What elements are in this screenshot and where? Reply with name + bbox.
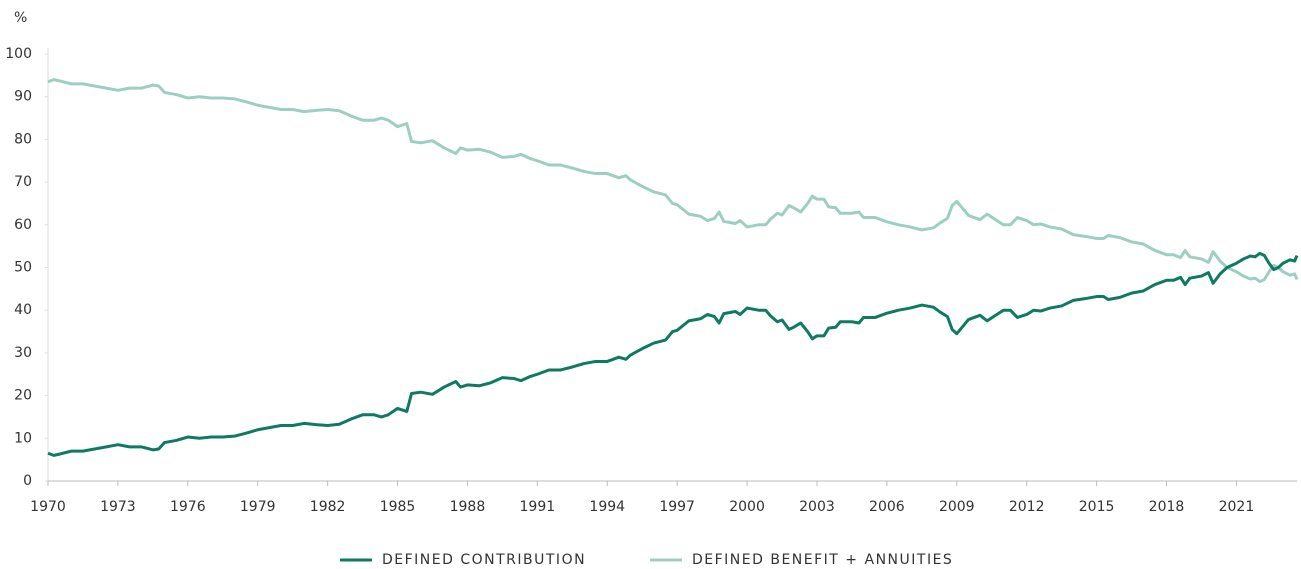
x-tick-label: 2018: [1149, 499, 1185, 515]
x-tick-label: 1994: [589, 499, 625, 515]
x-tick-label: 2009: [939, 499, 975, 515]
legend-label: DEFINED BENEFIT + ANNUITIES: [692, 552, 953, 568]
y-tick-label: 50: [14, 260, 32, 276]
x-tick-label: 1982: [310, 499, 346, 515]
y-tick-label: 70: [14, 174, 32, 190]
y-tick-label: 20: [14, 388, 32, 404]
x-tick-label: 1988: [450, 499, 486, 515]
x-tick-label: 2015: [1079, 499, 1115, 515]
y-tick-label: 80: [14, 131, 32, 147]
series-line: [47, 251, 1299, 457]
x-tick-label: 2012: [1009, 499, 1045, 515]
x-tick-label: 1976: [170, 499, 206, 515]
x-tick-label: 2021: [1219, 499, 1255, 515]
y-axis-label: %: [14, 10, 27, 26]
legend-label: DEFINED CONTRIBUTION: [382, 552, 586, 568]
y-tick-label: 0: [23, 473, 32, 489]
x-tick-label: 1985: [380, 499, 416, 515]
x-tick-label: 1997: [659, 499, 695, 515]
x-tick-label: 1973: [100, 499, 136, 515]
x-tick-label: 1970: [30, 499, 66, 515]
series-line: [47, 78, 1299, 284]
x-tick-label: 2006: [869, 499, 905, 515]
x-tick-label: 2000: [729, 499, 765, 515]
x-tick-label: 1979: [240, 499, 276, 515]
y-tick-label: 90: [14, 89, 32, 105]
y-tick-label: 60: [14, 217, 32, 233]
x-tick-label: 2003: [799, 499, 835, 515]
y-tick-label: 100: [5, 46, 32, 62]
y-tick-label: 30: [14, 345, 32, 361]
x-tick-label: 1991: [520, 499, 556, 515]
y-tick-label: 10: [14, 430, 32, 446]
y-tick-label: 40: [14, 302, 32, 318]
